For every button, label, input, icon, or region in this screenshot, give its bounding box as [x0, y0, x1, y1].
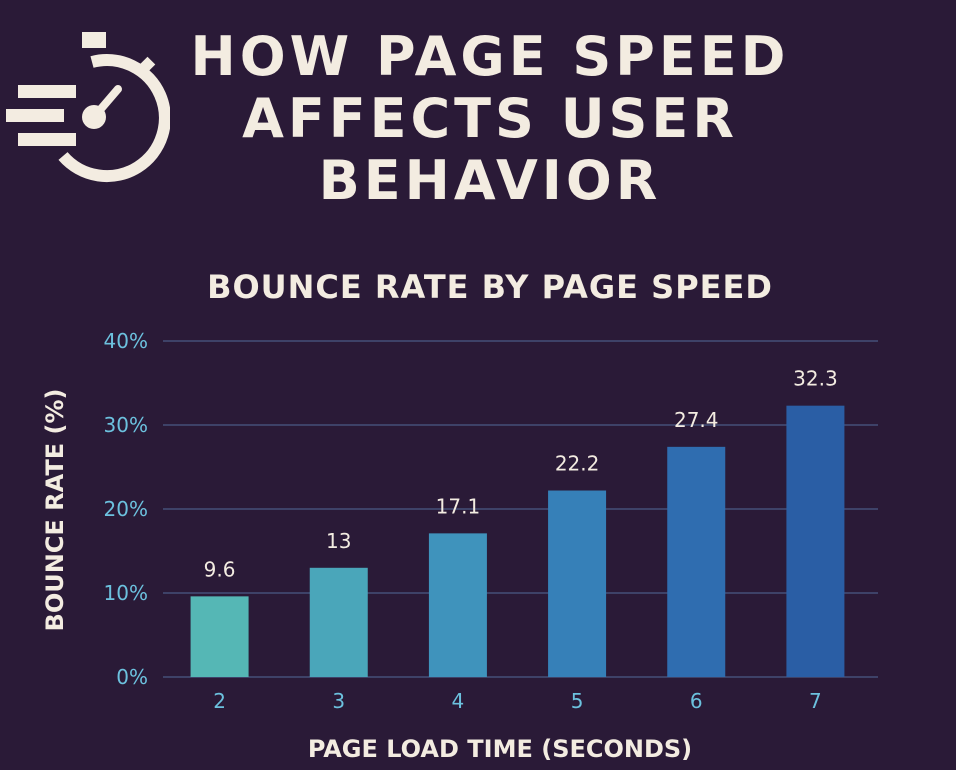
- bar-value-label: 13: [326, 529, 351, 553]
- y-tick-label: 20%: [104, 497, 148, 521]
- x-tick-label: 3: [332, 689, 345, 713]
- chart-title: BOUNCE RATE BY PAGE SPEED: [207, 268, 773, 306]
- stopwatch-hub: [82, 105, 106, 129]
- bar: [548, 490, 607, 677]
- bar-value-label: 9.6: [204, 557, 236, 581]
- page-title: HOW PAGE SPEED AFFECTS USER BEHAVIOR: [190, 25, 790, 212]
- speed-line-2: [6, 109, 64, 122]
- bar-value-label: 22.2: [555, 452, 600, 476]
- x-tick-label: 5: [571, 689, 584, 713]
- y-axis-ticks: 0% 10% 20% 30% 40%: [104, 329, 148, 689]
- bar-value-label: 27.4: [674, 408, 719, 432]
- bar-value-labels: 9.6 13 17.1 22.2 27.4 32.3: [204, 367, 838, 582]
- x-tick-label: 6: [690, 689, 703, 713]
- chart-gridlines: [163, 340, 878, 678]
- y-axis-label: BOUNCE RATE (%): [41, 389, 69, 632]
- stopwatch-speed-icon: [6, 32, 170, 183]
- bar: [786, 405, 845, 677]
- x-axis-ticks: 2 3 4 5 6 7: [213, 689, 822, 713]
- y-tick-label: 30%: [104, 413, 148, 437]
- stopwatch-crown: [82, 32, 106, 48]
- x-axis-label: PAGE LOAD TIME (SECONDS): [308, 735, 692, 763]
- stopwatch-ring: [58, 54, 170, 183]
- bar-value-label: 32.3: [793, 367, 838, 391]
- stopwatch-button: [139, 56, 156, 73]
- x-tick-label: 4: [452, 689, 465, 713]
- bar: [190, 596, 249, 677]
- bar: [667, 446, 726, 677]
- bar: [428, 533, 487, 677]
- y-tick-label: 10%: [104, 581, 148, 605]
- chart-bars: [190, 405, 845, 677]
- x-tick-label: 2: [213, 689, 226, 713]
- bar-value-label: 17.1: [436, 494, 481, 518]
- speed-line-3: [18, 133, 76, 146]
- speed-line-1: [18, 85, 76, 98]
- x-tick-label: 7: [809, 689, 822, 713]
- y-tick-label: 0%: [116, 665, 148, 689]
- bar: [309, 567, 368, 677]
- y-tick-label: 40%: [104, 329, 148, 353]
